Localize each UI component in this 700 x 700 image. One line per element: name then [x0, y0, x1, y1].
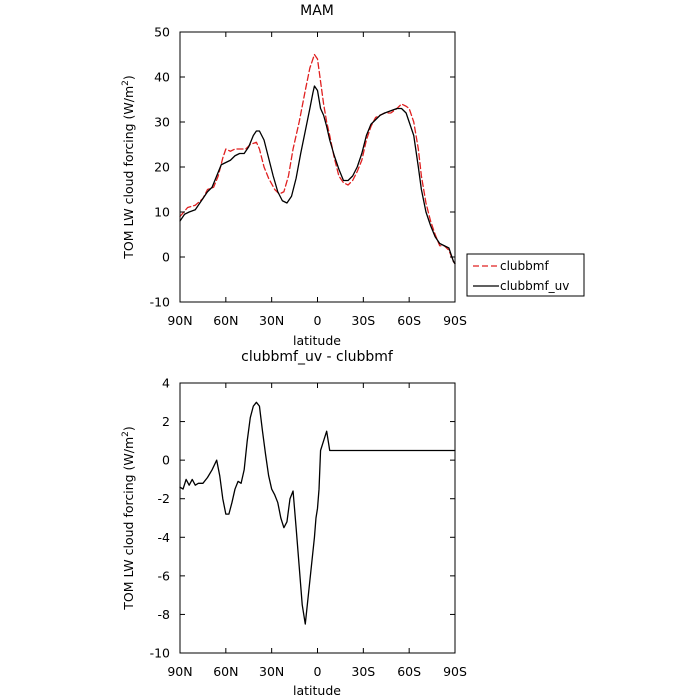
top-panel-title: MAM [300, 3, 334, 19]
top-panel-y-axis-label-close: ) [121, 75, 136, 80]
bottom-panel-x-tick-label: 0 [314, 664, 322, 679]
bottom-panel-x-tick-label: 30S [351, 664, 375, 679]
bottom-panel-y-tick-label: 2 [162, 414, 170, 429]
top-panel: MAM -10 0 10 20 30 40 50 90N 60N 30N 0 30S 60S 90S l… [121, 3, 585, 348]
bottom-panel-title: clubbmf_uv - clubbmf [241, 349, 394, 365]
top-panel-y-axis-label-exponent: 2 [121, 80, 131, 86]
top-panel-y-tick-label: 30 [154, 115, 170, 130]
top-panel-series-clubbmf-uv-line [179, 85, 456, 265]
top-panel-x-tick-label: 60S [397, 313, 421, 328]
top-panel-x-tick-label: 0 [314, 313, 322, 328]
top-panel-y-tick-label: -10 [150, 295, 170, 310]
legend-label-clubbmf-uv: clubbmf_uv [500, 279, 569, 293]
bottom-panel-y-tick-labels: -10 -8 -6 -4 -2 0 2 4 [150, 376, 170, 661]
bottom-panel-x-tick-label: 30N [259, 664, 284, 679]
top-panel-y-tick-label: 50 [154, 25, 170, 40]
top-panel-y-tick-label: 20 [154, 160, 170, 175]
bottom-panel-y-axis-label: TOM LW cloud forcing (W/m2) [121, 426, 136, 611]
bottom-panel-x-tick-label: 60N [213, 664, 238, 679]
bottom-panel-y-tick-label: 0 [162, 453, 170, 468]
bottom-panel-y-tick-label: 4 [162, 376, 170, 391]
legend-box [466, 253, 585, 297]
top-panel-x-tick-label: 30N [259, 313, 284, 328]
top-panel-x-tick-labels: 90N 60N 30N 0 30S 60S 90S [167, 313, 467, 328]
bottom-panel-x-tick-label: 60S [397, 664, 421, 679]
bottom-panel-y-tick-label: -6 [158, 568, 171, 583]
bottom-panel-y-axis-label-close: ) [121, 426, 136, 431]
top-panel-y-tick-label: 10 [154, 205, 170, 220]
top-panel-y-tick-labels: -10 0 10 20 30 40 50 [150, 25, 170, 310]
bottom-panel-y-tick-label: -2 [158, 491, 170, 506]
top-panel-series-clubbmf-line [179, 53, 456, 265]
bottom-panel-frame [179, 382, 456, 654]
top-panel-y-tick-label: 40 [154, 70, 170, 85]
bottom-panel-x-tick-labels: 90N 60N 30N 0 30S 60S 90S [167, 664, 467, 679]
bottom-panel-y-tick-label: -4 [158, 530, 171, 545]
top-panel-plot-area [179, 31, 456, 303]
bottom-panel-x-tick-label: 90S [443, 664, 467, 679]
top-panel-x-tick-label: 90N [167, 313, 192, 328]
bottom-panel: clubbmf_uv - clubbmf -10 -8 -6 -4 -2 0 2 4 90N 6… [121, 349, 467, 698]
top-panel-y-axis-label: TOM LW cloud forcing (W/m2) [121, 75, 136, 260]
top-panel-y-tick-label: 0 [162, 250, 170, 265]
top-panel-x-tick-label: 60N [213, 313, 238, 328]
top-panel-x-axis-label: latitude [293, 333, 341, 348]
bottom-panel-y-axis-label-exponent: 2 [121, 431, 131, 437]
bottom-panel-x-axis-label: latitude [293, 683, 341, 698]
bottom-panel-y-tick-label: -10 [150, 646, 170, 661]
bottom-panel-y-axis-label-main: TOM LW cloud forcing (W/m [121, 437, 136, 611]
top-panel-y-axis-label-main: TOM LW cloud forcing (W/m [121, 86, 136, 260]
bottom-panel-plot-area [179, 382, 456, 654]
bottom-panel-x-tick-label: 90N [167, 664, 192, 679]
top-panel-x-tick-label: 30S [351, 313, 375, 328]
bottom-panel-series-difference-line [179, 401, 456, 625]
top-panel-legend: clubbmf clubbmf_uv [466, 253, 585, 297]
bottom-panel-y-tick-label: -8 [158, 607, 171, 622]
top-panel-frame [179, 31, 456, 303]
top-panel-x-tick-label: 90S [443, 313, 467, 328]
legend-label-clubbmf: clubbmf [500, 259, 549, 273]
